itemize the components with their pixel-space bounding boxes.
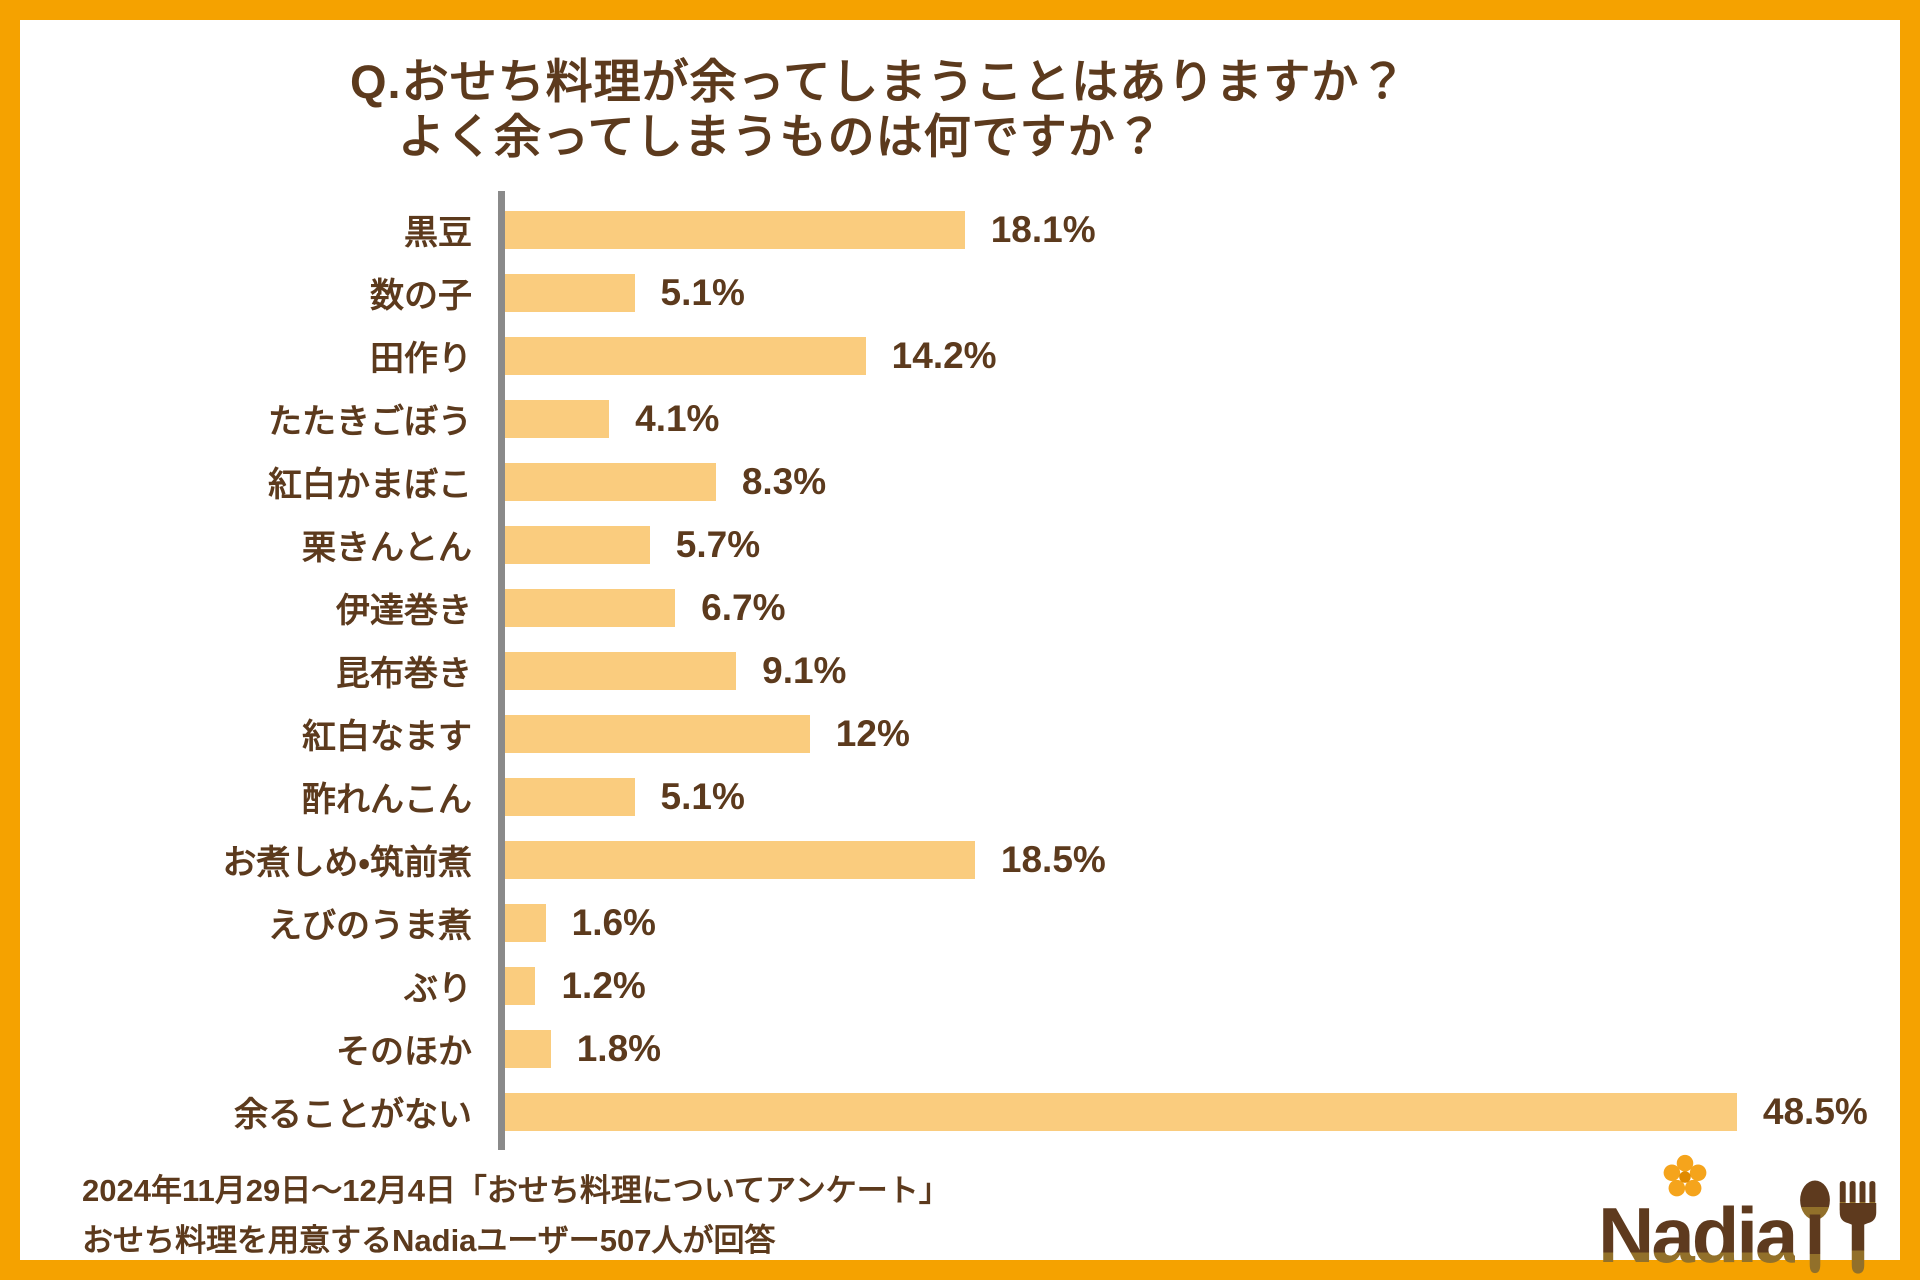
fork-icon: [1840, 1180, 1877, 1274]
chart-row: たたきごぼう 4.1%: [90, 387, 1890, 450]
bar: [505, 588, 676, 627]
bar: [505, 714, 810, 753]
chart-row: ぶり 1.2%: [90, 954, 1890, 1017]
bar-chart: 黒豆 18.1% 数の子 5.1% 田作り 14.2% たたきごぼう 4.1% 紅白かまぼこ 8.…: [90, 191, 1890, 1150]
category-label: たたきごぼう: [268, 403, 472, 441]
bar-area: 1.2%: [505, 954, 1890, 1017]
category-label: ぶり: [404, 970, 472, 1008]
bar-area: 8.3%: [505, 450, 1890, 513]
value-label: 9.1%: [762, 649, 847, 691]
bar-area: 6.7%: [505, 576, 1890, 639]
chart-row: 紅白なます 12%: [90, 702, 1890, 765]
chart-row: 数の子 5.1%: [90, 261, 1890, 324]
chart-row: 昆布巻き 9.1%: [90, 639, 1890, 702]
bar: [505, 1029, 551, 1068]
bar: [505, 336, 866, 375]
value-label: 1.2%: [561, 964, 646, 1006]
chart-row: お煮しめ・筑前煮 18.5%: [90, 828, 1890, 891]
bar-area: 9.1%: [505, 639, 1890, 702]
bar: [505, 525, 650, 564]
bar: [505, 840, 975, 879]
chart-row: そのほか 1.8%: [90, 1017, 1890, 1080]
chart-title-line2: よく余ってしまうものは何ですか？: [398, 110, 1164, 164]
bar: [505, 903, 546, 942]
category-label: 田作り: [370, 340, 472, 378]
bar: [505, 399, 610, 438]
chart-row: 田作り 14.2%: [90, 324, 1890, 387]
category-label: 伊達巻き: [336, 592, 472, 630]
value-label: 1.8%: [576, 1027, 662, 1069]
bar-area: 18.1%: [505, 198, 1890, 261]
bar-area: 1.8%: [505, 1017, 1890, 1080]
value-label: 5.7%: [675, 523, 761, 565]
value-label: 6.7%: [701, 586, 786, 628]
nadia-logo: Nadia: [1598, 1154, 1918, 1280]
value-label: 48.5%: [1762, 1090, 1868, 1132]
value-label: 18.5%: [1000, 838, 1106, 880]
bar-area: 4.1%: [505, 387, 1890, 450]
y-axis-line: [498, 191, 505, 1150]
category-label: 余ることがない: [234, 1096, 472, 1134]
bar-chart-rows: 黒豆 18.1% 数の子 5.1% 田作り 14.2% たたきごぼう 4.1% 紅白かまぼこ 8.…: [90, 198, 1890, 1143]
bar-area: 5.1%: [505, 765, 1890, 828]
category-label: えびのうま煮: [268, 907, 472, 945]
value-label: 14.2%: [891, 334, 997, 376]
category-label: 栗きんとん: [302, 529, 472, 567]
bar-area: 5.1%: [505, 261, 1890, 324]
bar: [505, 651, 737, 690]
chart-row: 栗きんとん 5.7%: [90, 513, 1890, 576]
bar-area: 5.7%: [505, 513, 1890, 576]
chart-title-line1: Q.おせち料理が余ってしまうことはありますか？: [350, 55, 1408, 108]
chart-row: 余ることがない 48.5%: [90, 1080, 1890, 1143]
bar-area: 14.2%: [505, 324, 1890, 387]
logo-text: Nadia: [1598, 1191, 1798, 1279]
bar: [505, 966, 536, 1005]
category-label: 昆布巻き: [336, 655, 472, 693]
value-label: 18.1%: [990, 208, 1096, 250]
category-label: そのほか: [336, 1033, 472, 1071]
bar-area: 1.6%: [505, 891, 1890, 954]
chart-row: 酢れんこん 5.1%: [90, 765, 1890, 828]
value-label: 5.1%: [660, 271, 745, 313]
category-label: 紅白なます: [302, 718, 472, 756]
value-label: 1.6%: [571, 901, 656, 943]
chart-title: Q.おせち料理が余ってしまうことはありますか？ よく余ってしまうものは何ですか？: [350, 54, 1407, 165]
category-label: 酢れんこん: [302, 781, 472, 819]
category-label: 黒豆: [404, 214, 472, 252]
bar-area: 12%: [505, 702, 1890, 765]
survey-note-line2: おせち料理を用意するNadiaユーザー507人が回答: [82, 1222, 776, 1258]
category-label: お煮しめ・筑前煮: [222, 844, 472, 882]
chart-row: えびのうま煮 1.6%: [90, 891, 1890, 954]
chart-row: 黒豆 18.1%: [90, 198, 1890, 261]
chart-row: 伊達巻き 6.7%: [90, 576, 1890, 639]
survey-note-line1: 2024年11月29日〜12月4日「おせち料理についてアンケート」: [82, 1173, 950, 1208]
value-label: 8.3%: [741, 460, 827, 502]
survey-note: 2024年11月29日〜12月4日「おせち料理についてアンケート」 おせち料理を…: [82, 1166, 950, 1265]
bar: [505, 777, 635, 816]
bar-area: 48.5%: [505, 1080, 1890, 1143]
value-label: 5.1%: [660, 775, 745, 817]
value-label: 12%: [835, 712, 910, 754]
bar-area: 18.5%: [505, 828, 1890, 891]
category-label: 紅白かまぼこ: [268, 466, 472, 504]
bar: [505, 273, 635, 312]
flower-icon: [1663, 1154, 1707, 1197]
bar: [505, 210, 965, 249]
spoon-icon: [1800, 1180, 1831, 1274]
value-label: 4.1%: [635, 397, 720, 439]
category-label: 数の子: [370, 277, 472, 315]
bar: [505, 462, 716, 501]
bar: [505, 1092, 1737, 1131]
chart-row: 紅白かまぼこ 8.3%: [90, 450, 1890, 513]
